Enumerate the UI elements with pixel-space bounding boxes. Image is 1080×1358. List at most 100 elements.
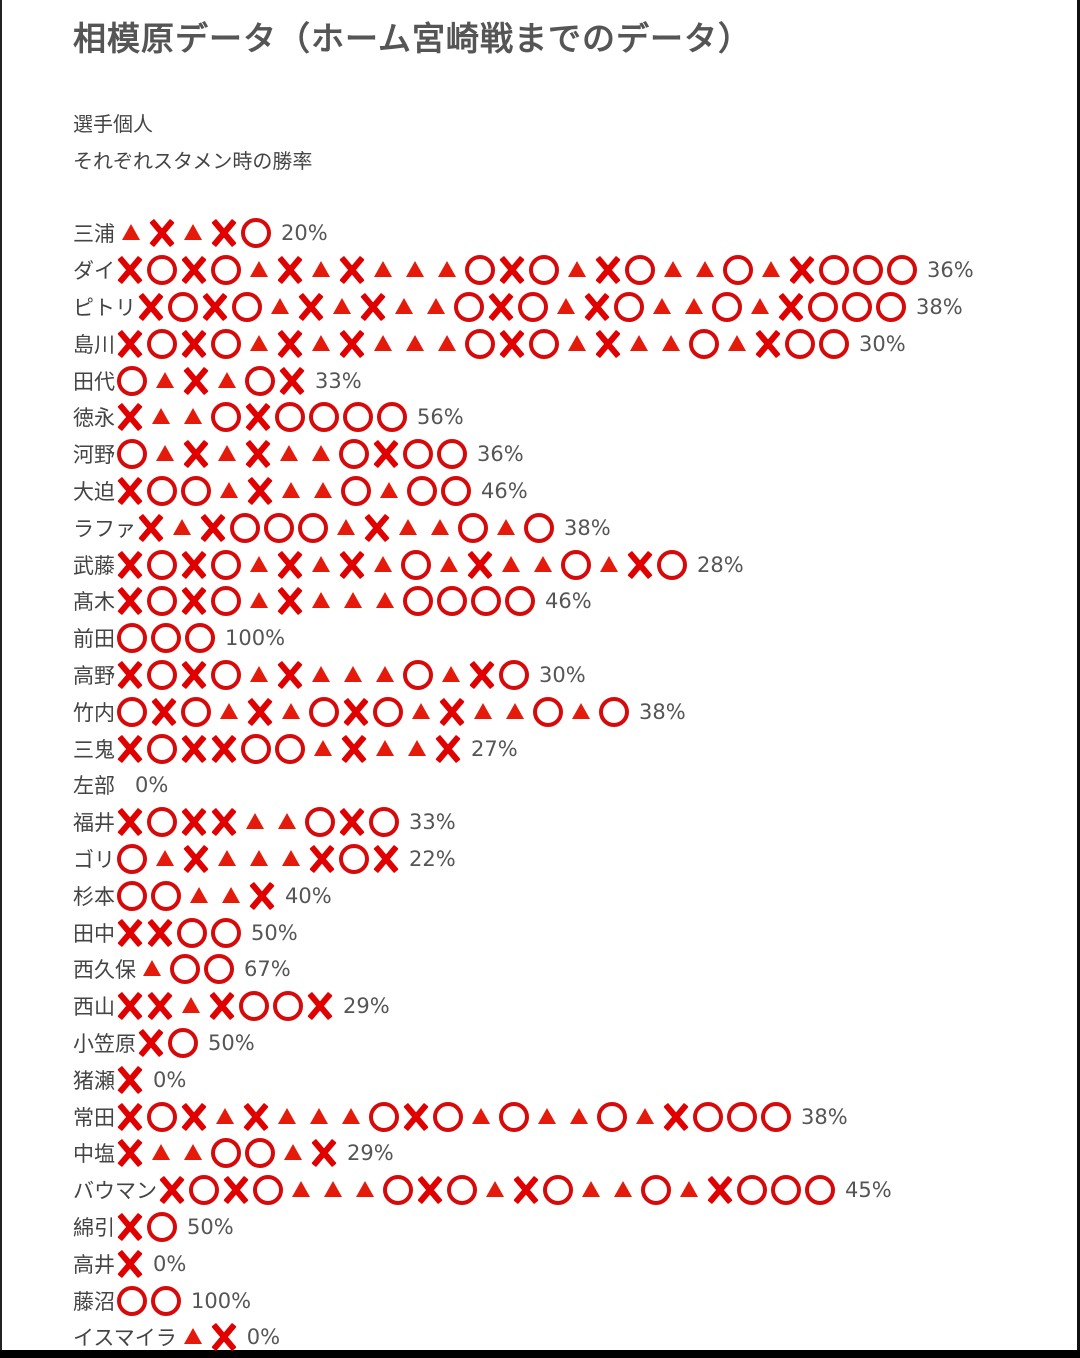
player-name: 常田	[73, 1105, 115, 1130]
draw-triangle-icon	[312, 665, 330, 682]
player-row: 高野 30%	[73, 657, 974, 694]
draw-triangle-icon	[250, 592, 268, 609]
player-row: 竹内 38%	[73, 693, 974, 730]
loss-cross-icon	[275, 329, 305, 359]
win-circle-icon	[168, 1027, 198, 1058]
player-name: 綿引	[73, 1215, 115, 1240]
loss-cross-icon	[115, 1138, 145, 1168]
player-row: 島川 30%	[73, 325, 974, 362]
win-rate: 38%	[639, 699, 686, 724]
win-circle-icon	[785, 328, 815, 359]
loss-cross-icon	[277, 366, 307, 396]
win-rate: 30%	[539, 662, 586, 687]
win-circle-icon	[533, 696, 563, 727]
draw-triangle-icon	[408, 739, 426, 756]
win-rate: 27%	[471, 736, 518, 761]
win-circle-icon	[117, 439, 147, 470]
draw-triangle-icon	[250, 849, 268, 866]
loss-cross-icon	[115, 255, 145, 285]
win-rate: 46%	[545, 589, 592, 614]
win-circle-icon	[693, 1101, 723, 1132]
win-circle-icon	[298, 512, 328, 543]
draw-triangle-icon	[728, 334, 746, 351]
draw-triangle-icon	[312, 592, 330, 609]
player-row: 三浦 20%	[73, 215, 974, 252]
win-circle-icon	[524, 512, 554, 543]
draw-triangle-icon	[143, 960, 161, 977]
win-rate: 38%	[801, 1104, 848, 1129]
win-circle-icon	[117, 623, 147, 654]
draw-triangle-icon	[220, 481, 238, 498]
win-circle-icon	[543, 1175, 573, 1206]
draw-triangle-icon	[292, 1181, 310, 1198]
win-circle-icon	[341, 475, 371, 506]
draw-triangle-icon	[312, 445, 330, 462]
draw-triangle-icon	[152, 1144, 170, 1161]
loss-cross-icon	[145, 918, 175, 948]
win-rate: 29%	[343, 994, 390, 1019]
loss-cross-icon	[401, 1102, 431, 1132]
win-circle-icon	[465, 255, 495, 286]
player-row: 西久保 67%	[73, 951, 974, 988]
player-name: 竹内	[73, 700, 115, 725]
win-circle-icon	[505, 586, 535, 617]
win-circle-icon	[339, 843, 369, 874]
win-circle-icon	[211, 659, 241, 690]
loss-cross-icon	[625, 550, 655, 580]
player-name: 西山	[73, 995, 115, 1020]
player-row: 藤沼 100%	[73, 1282, 974, 1319]
loss-cross-icon	[149, 697, 179, 727]
loss-cross-icon	[582, 292, 612, 322]
player-name: 藤沼	[73, 1289, 115, 1314]
draw-triangle-icon	[442, 665, 460, 682]
win-circle-icon	[401, 549, 431, 580]
loss-cross-icon	[465, 550, 495, 580]
draw-triangle-icon	[374, 261, 392, 278]
loss-cross-icon	[115, 1102, 145, 1132]
player-name: 田中	[73, 921, 115, 946]
draw-triangle-icon	[184, 1144, 202, 1161]
win-rate: 50%	[187, 1214, 234, 1239]
loss-cross-icon	[415, 1175, 445, 1205]
win-circle-icon	[239, 991, 269, 1022]
win-circle-icon	[211, 917, 241, 948]
win-circle-icon	[641, 1175, 671, 1206]
loss-cross-icon	[209, 1322, 239, 1352]
win-circle-icon	[181, 696, 211, 727]
win-circle-icon	[211, 328, 241, 359]
win-circle-icon	[343, 402, 373, 433]
draw-triangle-icon	[406, 261, 424, 278]
win-circle-icon	[211, 1138, 241, 1169]
loss-cross-icon	[200, 292, 230, 322]
player-row: 猪瀬 0%	[73, 1061, 974, 1098]
draw-triangle-icon	[376, 592, 394, 609]
player-row: 中塩 29%	[73, 1135, 974, 1172]
draw-triangle-icon	[406, 334, 424, 351]
loss-cross-icon	[115, 329, 145, 359]
player-name: 中塩	[73, 1142, 115, 1167]
loss-cross-icon	[339, 734, 369, 764]
draw-triangle-icon	[395, 297, 413, 314]
win-circle-icon	[147, 1101, 177, 1132]
player-name: 大迫	[73, 479, 115, 504]
draw-triangle-icon	[664, 261, 682, 278]
win-rate: 50%	[251, 920, 298, 945]
player-name: 髙木	[73, 590, 115, 615]
frame-bottom-border	[0, 1350, 1080, 1358]
win-circle-icon	[185, 623, 215, 654]
draw-triangle-icon	[568, 261, 586, 278]
frame-right-border	[1077, 0, 1080, 1358]
win-circle-icon	[471, 586, 501, 617]
draw-triangle-icon	[284, 1144, 302, 1161]
draw-triangle-icon	[538, 1107, 556, 1124]
win-circle-icon	[211, 586, 241, 617]
player-name: ゴリ	[73, 847, 115, 872]
draw-triangle-icon	[122, 224, 140, 241]
draw-triangle-icon	[376, 665, 394, 682]
draw-triangle-icon	[427, 297, 445, 314]
draw-triangle-icon	[570, 1107, 588, 1124]
player-row: 西山 29%	[73, 988, 974, 1025]
draw-triangle-icon	[636, 1107, 654, 1124]
draw-triangle-icon	[438, 334, 456, 351]
loss-cross-icon	[179, 255, 209, 285]
